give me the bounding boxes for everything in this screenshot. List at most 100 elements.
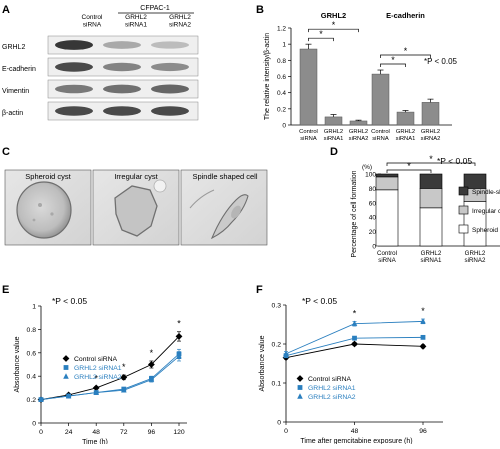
legend-label: Spindle-shaped — [472, 189, 500, 196]
stacked-bar-segment — [375, 176, 399, 191]
blot-band — [55, 106, 93, 116]
legend-swatch — [458, 186, 469, 196]
panel-a-western-blot: CFPAC-1 ControlsiRNAGRHL2siRNA1GRHL2siRN… — [2, 5, 199, 121]
x-tick-label: 96 — [148, 429, 156, 436]
y-tick-label: 0.6 — [27, 350, 37, 357]
x-tick-label: siRNA2 — [465, 257, 487, 264]
panel-label-e: E — [2, 284, 9, 296]
y-tick-label: 0.2 — [27, 397, 37, 404]
data-point — [93, 389, 99, 395]
y-tick-label: 0.2 — [272, 342, 282, 349]
x-tick-label: siRNA2 — [421, 136, 441, 142]
blot-band — [151, 106, 189, 116]
blot-band — [55, 40, 93, 50]
blot-lane-label: siRNA — [83, 22, 102, 29]
blot-band — [55, 62, 93, 72]
legend-marker — [297, 393, 303, 399]
bar — [396, 111, 415, 126]
panel-d-stacked-bar-chart: 0 20 40 60 80 100(%) Percentage of cell format… — [351, 154, 500, 264]
x-tick-label: siRNA — [372, 136, 389, 142]
blot-band — [103, 62, 141, 72]
x-tick-label: 48 — [351, 428, 359, 435]
blot-lane-label: GRHL2 — [169, 14, 191, 21]
x-tick-label: GRHL2 — [421, 129, 440, 135]
y-unit-label: (%) — [362, 164, 372, 171]
y-axis-label: The relative intensity/β-actin — [264, 33, 271, 120]
significance-star: * — [407, 161, 411, 171]
x-tick-label: 0 — [39, 429, 43, 436]
x-tick-label: 24 — [65, 429, 73, 436]
micrograph-spindle: Spindle shaped cell — [180, 169, 268, 246]
data-point — [283, 350, 289, 356]
y-tick-label: 20 — [369, 229, 377, 236]
legend-label: Spheroid cyst — [472, 227, 500, 234]
data-point — [148, 376, 155, 382]
data-point — [38, 396, 44, 402]
blot-lane-label: Control — [82, 14, 104, 21]
stacked-bar-segment — [375, 189, 399, 247]
y-tick-label: 100 — [365, 172, 376, 179]
p-value-annotation: *P < 0.05 — [302, 296, 337, 306]
x-tick-label: Control — [299, 129, 318, 135]
x-tick-label: 0 — [284, 428, 288, 435]
significance-star: * — [319, 29, 323, 39]
data-point — [420, 334, 426, 340]
x-tick-label: GRHL2 — [349, 129, 368, 135]
y-axis-label: Absorbance value — [14, 336, 21, 392]
significance-bracket — [386, 169, 432, 173]
significance-star: * — [332, 20, 336, 30]
significance-star: * — [353, 308, 357, 318]
legend-label: Irregular cyst — [472, 208, 500, 215]
x-tick-label: siRNA1 — [396, 136, 416, 142]
x-tick-label: 72 — [120, 429, 128, 436]
blot-band — [151, 62, 189, 72]
significance-bracket — [386, 162, 476, 166]
bar — [299, 48, 318, 126]
p-value-annotation: *P < 0.05 — [437, 156, 472, 166]
y-tick-label: 0 — [282, 123, 286, 130]
x-tick-label: 96 — [419, 428, 427, 435]
blot-lane-label: siRNA1 — [125, 22, 147, 29]
panel-e-line-chart: 0 0.2 0.4 0.6 0.8 1 0 24 48 72 96 120 Time (h) Absorb… — [14, 296, 187, 446]
blot-lane-label: GRHL2 — [125, 14, 147, 21]
micrograph-caption: Irregular cyst — [114, 172, 158, 181]
x-tick-label: GRHL2 — [421, 250, 442, 257]
y-tick-label: 60 — [369, 200, 377, 207]
legend-label: GRHL2 siRNA1 — [308, 385, 356, 392]
legend-label: GRHL2 siRNA2 — [74, 374, 122, 381]
panel-label-c: C — [2, 146, 10, 158]
data-point — [120, 373, 128, 381]
data-point — [351, 340, 358, 348]
micrograph-caption: Spheroid cyst — [25, 172, 71, 181]
x-tick-label: 120 — [173, 429, 185, 436]
data-point — [148, 361, 155, 368]
x-tick-label: Control — [371, 129, 390, 135]
x-tick-label: 48 — [92, 429, 100, 436]
x-tick-label: GRHL2 — [465, 250, 486, 257]
stacked-bar-segment — [375, 173, 399, 178]
y-tick-label: 0.1 — [272, 381, 282, 388]
y-tick-label: 0 — [372, 244, 376, 251]
y-tick-label: 40 — [369, 215, 377, 222]
blot-cell-line-label: CFPAC-1 — [140, 5, 170, 12]
y-tick-label: 80 — [369, 186, 377, 193]
significance-star: * — [150, 348, 154, 358]
blot-row-label: Vimentin — [2, 88, 29, 95]
x-axis-label: Time after gemcitabine exposure (h) — [300, 438, 412, 444]
x-tick-label: siRNA — [300, 136, 317, 142]
y-tick-label: 1.2 — [277, 26, 286, 33]
panel-c-micrographs: Spheroid cyst Irregular cyst Spindle sha… — [4, 169, 268, 246]
significance-star: * — [421, 306, 425, 316]
blot-band — [151, 84, 189, 94]
stacked-bar-segment — [419, 207, 443, 247]
y-tick-label: 0.2 — [277, 106, 286, 113]
data-point — [176, 353, 182, 359]
y-tick-label: 1 — [282, 42, 286, 49]
blot-band — [103, 106, 141, 116]
y-tick-label: 0.4 — [277, 90, 286, 97]
group-title: E-cadherin — [386, 11, 425, 20]
x-axis-label: Time (h) — [82, 439, 108, 444]
legend-marker — [63, 373, 69, 379]
data-point — [420, 318, 426, 324]
